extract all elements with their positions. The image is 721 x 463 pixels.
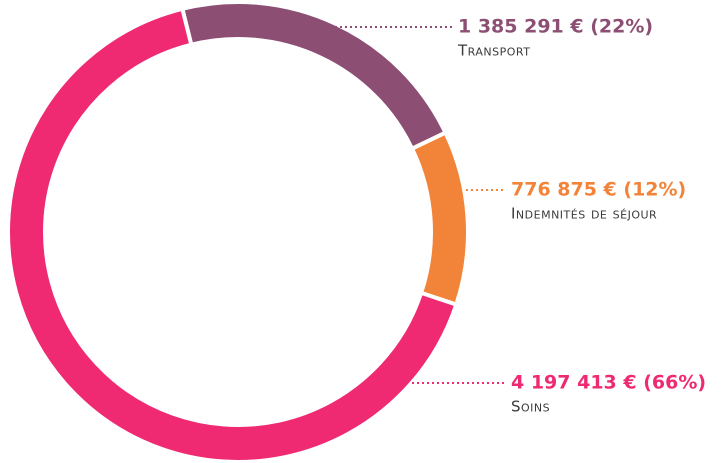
donut-segment — [179, 0, 449, 152]
category-label: Soins — [511, 398, 550, 416]
value-label: 1 385 291 € (22%) — [458, 16, 653, 38]
category-label: Transport — [457, 42, 530, 60]
donut-segment — [409, 130, 470, 308]
value-label: 4 197 413 € (66%) — [511, 372, 706, 394]
category-label: Indemnités de séjour — [511, 205, 657, 223]
value-label: 776 875 € (12%) — [511, 179, 686, 201]
donut-segment — [6, 6, 459, 463]
